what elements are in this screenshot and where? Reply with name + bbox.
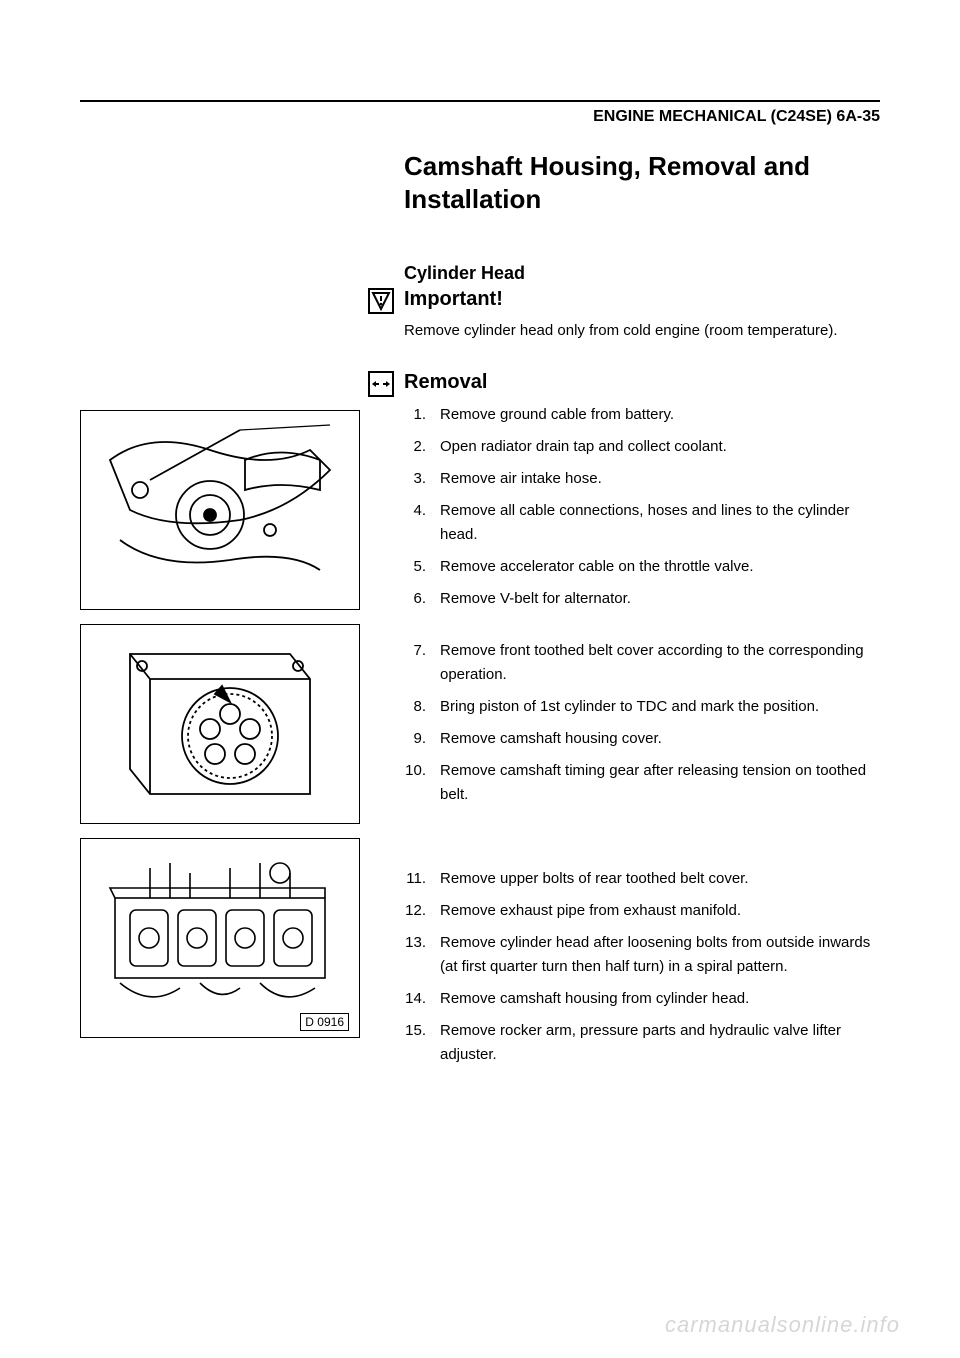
important-note: Remove cylinder head only from cold engi… [404, 320, 880, 343]
step-item: 7.Remove front toothed belt cover accord… [404, 639, 880, 687]
step-item: 8.Bring piston of 1st cylinder to TDC an… [404, 695, 880, 719]
step-item: 14.Remove camshaft housing from cylinder… [404, 987, 880, 1011]
removal-heading: Removal [404, 371, 487, 394]
header-section-label: ENGINE MECHANICAL (C24SE) 6A-35 [80, 108, 880, 126]
step-number: 4. [404, 499, 440, 547]
right-column: Camshaft Housing, Removal and Installati… [380, 150, 880, 1095]
step-item: 15.Remove rocker arm, pressure parts and… [404, 1019, 880, 1067]
removal-icon [368, 371, 394, 397]
step-number: 1. [404, 403, 440, 427]
header-rule [80, 100, 880, 102]
step-text: Remove cylinder head after loosening bol… [440, 931, 880, 979]
figure-2-svg [90, 634, 350, 814]
step-text: Open radiator drain tap and collect cool… [440, 435, 880, 459]
removal-steps-block1: 1.Remove ground cable from battery.2.Ope… [404, 403, 880, 611]
step-text: Remove rocker arm, pressure parts and hy… [440, 1019, 880, 1067]
step-number: 14. [404, 987, 440, 1011]
removal-heading-row: Removal [404, 371, 880, 397]
step-text: Remove upper bolts of rear toothed belt … [440, 867, 880, 891]
important-row: Important! [404, 288, 880, 314]
cylinder-head-block: Cylinder Head Important! Remove cylinder… [404, 263, 880, 343]
left-column: D 0916 [80, 150, 380, 1095]
step-item: 4.Remove all cable connections, hoses an… [404, 499, 880, 547]
figure-3: D 0916 [80, 838, 360, 1038]
step-text: Remove camshaft timing gear after releas… [440, 759, 880, 807]
figure-3-label: D 0916 [300, 1013, 349, 1031]
page-title: Camshaft Housing, Removal and Installati… [404, 150, 880, 215]
step-number: 15. [404, 1019, 440, 1067]
removal-steps-block3: 11.Remove upper bolts of rear toothed be… [404, 867, 880, 1067]
step-number: 8. [404, 695, 440, 719]
step-text: Remove air intake hose. [440, 467, 880, 491]
step-text: Remove camshaft housing cover. [440, 727, 880, 751]
step-text: Remove all cable connections, hoses and … [440, 499, 880, 547]
removal-steps-block2: 7.Remove front toothed belt cover accord… [404, 639, 880, 807]
step-item: 9.Remove camshaft housing cover. [404, 727, 880, 751]
step-text: Remove accelerator cable on the throttle… [440, 555, 880, 579]
figure-1-svg [90, 420, 350, 600]
step-number: 11. [404, 867, 440, 891]
step-text: Remove V-belt for alternator. [440, 587, 880, 611]
step-item: 2.Open radiator drain tap and collect co… [404, 435, 880, 459]
figure-2 [80, 624, 360, 824]
content-columns: D 0916 Camshaft Housing, Removal and Ins… [80, 150, 880, 1095]
step-text: Remove camshaft housing from cylinder he… [440, 987, 880, 1011]
page-container: ENGINE MECHANICAL (C24SE) 6A-35 [0, 0, 960, 1358]
cylinder-head-heading: Cylinder Head [404, 263, 880, 284]
step-text: Remove front toothed belt cover accordin… [440, 639, 880, 687]
step-number: 13. [404, 931, 440, 979]
step-number: 9. [404, 727, 440, 751]
step-item: 13.Remove cylinder head after loosening … [404, 931, 880, 979]
step-number: 7. [404, 639, 440, 687]
step-text: Remove exhaust pipe from exhaust manifol… [440, 899, 880, 923]
step-text: Remove ground cable from battery. [440, 403, 880, 427]
warning-icon [368, 288, 394, 314]
watermark: carmanualsonline.info [665, 1312, 900, 1338]
step-item: 5.Remove accelerator cable on the thrott… [404, 555, 880, 579]
step-number: 3. [404, 467, 440, 491]
step-number: 12. [404, 899, 440, 923]
step-item: 12.Remove exhaust pipe from exhaust mani… [404, 899, 880, 923]
step-item: 10.Remove camshaft timing gear after rel… [404, 759, 880, 807]
step-number: 6. [404, 587, 440, 611]
step-number: 2. [404, 435, 440, 459]
step-item: 11.Remove upper bolts of rear toothed be… [404, 867, 880, 891]
figure-1 [80, 410, 360, 610]
step-number: 10. [404, 759, 440, 807]
step-text: Bring piston of 1st cylinder to TDC and … [440, 695, 880, 719]
step-item: 3.Remove air intake hose. [404, 467, 880, 491]
step-item: 6.Remove V-belt for alternator. [404, 587, 880, 611]
step-item: 1.Remove ground cable from battery. [404, 403, 880, 427]
figure-3-svg [90, 848, 350, 1028]
step-number: 5. [404, 555, 440, 579]
important-heading: Important! [404, 288, 503, 311]
